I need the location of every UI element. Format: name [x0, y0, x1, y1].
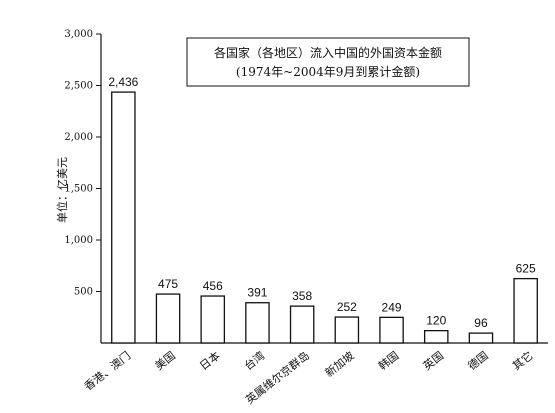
y-axis-label: 单位：亿美元: [55, 157, 69, 223]
bar: [379, 316, 404, 344]
chart-subtitle: (1974年~2004年9月到累计金额): [236, 64, 420, 79]
y-tick-label: 500: [74, 287, 93, 298]
bar-value-label: 2,436: [108, 75, 138, 89]
chart-title: 各国家（各地区）流入中国的外国资本金额: [214, 45, 442, 60]
category-label: 香港、澳门: [81, 348, 133, 393]
y-tick-label: 2,500: [64, 81, 93, 92]
bar: [111, 91, 136, 344]
y-axis-ticks: 500 1,000 1,500 2,000 2,500 3,000: [64, 29, 101, 298]
bar: [513, 277, 538, 344]
bar-value-label: 456: [203, 279, 223, 293]
bar-value-label: 96: [474, 316, 488, 330]
category-label: 日本: [197, 348, 223, 373]
y-tick-label: 2,000: [64, 132, 93, 143]
bar-value-label: 391: [247, 286, 267, 300]
category-label: 德国: [465, 348, 491, 373]
category-label: 美国: [153, 349, 178, 373]
bars: 2,436 475 456 391 358 252 249 120 96 625: [108, 75, 538, 344]
bar-value-label: 252: [337, 300, 357, 314]
bar: [334, 316, 360, 344]
category-label: 英国: [420, 348, 446, 373]
category-label: 韩国: [375, 348, 401, 373]
category-label: 台湾: [241, 348, 267, 373]
bar-value-label: 249: [382, 300, 402, 314]
bar: [289, 305, 315, 344]
title-frame: [186, 37, 470, 87]
bar: [155, 293, 181, 344]
category-label: 新加坡: [322, 348, 357, 379]
bar-value-label: 475: [158, 277, 178, 291]
bar-value-label: 120: [426, 314, 446, 328]
y-tick-label: 1,500: [64, 184, 93, 195]
bar: [423, 329, 449, 344]
bar-value-label: 625: [516, 262, 536, 276]
y-tick-label: 3,000: [64, 29, 93, 40]
bar: [245, 302, 270, 344]
bar: [200, 295, 226, 344]
bar-value-label: 358: [292, 289, 312, 303]
y-tick-label: 1,000: [64, 235, 93, 246]
category-label: 其它: [510, 348, 536, 373]
chart-title-box: 各国家（各地区）流入中国的外国资本金额 (1974年~2004年9月到累计金额): [186, 37, 470, 87]
bar: [468, 332, 494, 344]
